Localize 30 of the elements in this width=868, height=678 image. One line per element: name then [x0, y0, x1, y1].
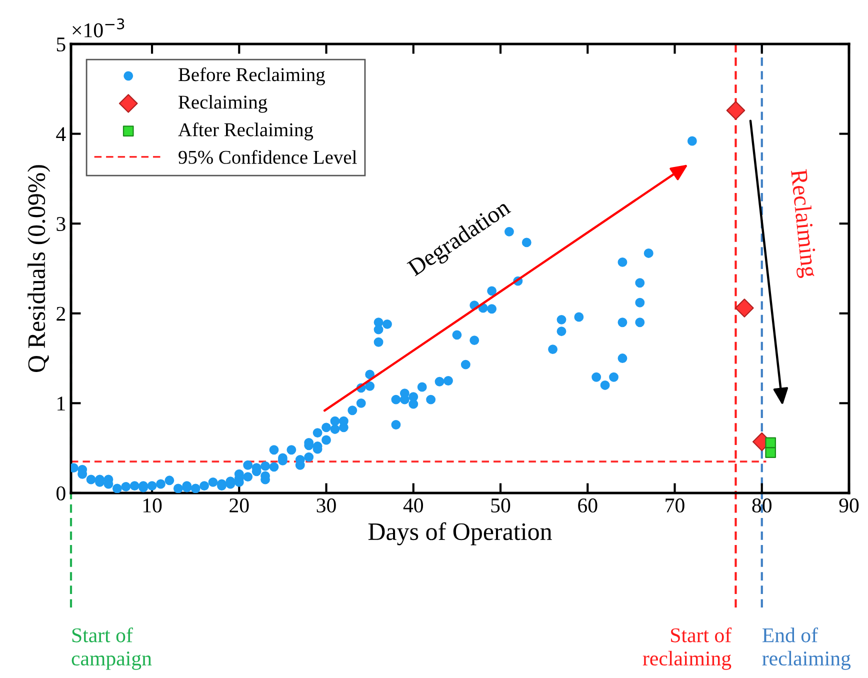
annotation: Reclaiming	[786, 169, 819, 278]
y-tick-label: 3	[56, 217, 66, 232]
legend-label: Before Reclaiming	[178, 67, 325, 86]
y-tick-label: 1	[58, 396, 65, 410]
point	[765, 437, 776, 448]
legend-label: 95% Confidence Level	[178, 150, 357, 164]
x-tick-label: 80	[752, 498, 772, 512]
legend-label: After Reclaiming	[178, 122, 314, 140]
ref-line-label: Start of campaign	[72, 627, 152, 670]
point	[735, 298, 754, 318]
x-tick-label: 10	[143, 498, 162, 512]
y-tick-label: 4	[56, 127, 66, 142]
x-tick-label: 30	[316, 498, 336, 512]
x-axis-title: Days of Operation	[368, 522, 552, 546]
x-tick-label: 90	[839, 498, 859, 512]
text: ×10$^{−3}$	[72, 18, 124, 38]
x-tick-label: 50	[491, 498, 510, 512]
x-tick-label: 60	[578, 498, 598, 512]
point	[765, 447, 776, 458]
point	[726, 101, 746, 120]
x-tick-label: 70	[666, 498, 684, 512]
legend-label: Reclaiming	[178, 95, 268, 113]
y-tick-label: 2	[56, 306, 65, 321]
ref-line-label: Start of reclaiming	[642, 627, 732, 670]
y-axis-title: Q Residuals (0.09%)	[27, 165, 50, 372]
ref-line-label: End of reclaiming	[762, 627, 851, 670]
y-tick-label: 5	[56, 38, 66, 52]
y-tick-label: 0	[56, 486, 66, 500]
x-tick-label: 20	[230, 498, 249, 512]
x-tick-label: 40	[403, 498, 424, 512]
